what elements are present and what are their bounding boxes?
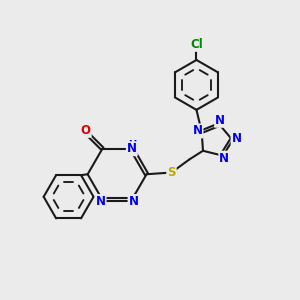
Text: N: N [193,124,202,137]
Text: N: N [127,142,137,155]
Text: Cl: Cl [190,38,203,51]
Text: S: S [167,166,176,179]
Text: N: N [96,195,106,208]
Text: N: N [219,152,229,165]
Text: N: N [232,132,242,145]
Text: O: O [81,124,91,137]
Text: N: N [128,195,139,208]
Text: N: N [215,114,225,127]
Text: H: H [128,140,136,150]
